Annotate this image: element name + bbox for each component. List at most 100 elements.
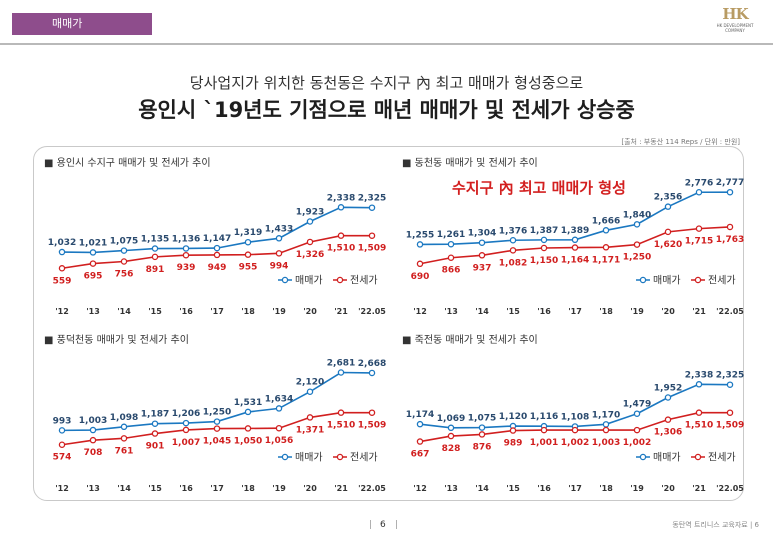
data-label: 667 (411, 450, 430, 460)
data-point (368, 204, 376, 211)
x-tick-label: '14 (475, 307, 489, 316)
x-tick-label: '20 (661, 307, 675, 316)
chart-annotation: 수지구 內 최고 매매가 형성 (452, 179, 626, 197)
data-point (695, 189, 703, 196)
data-point (664, 203, 672, 210)
data-point (571, 236, 579, 244)
data-point (58, 427, 66, 434)
legend-label: 매매가 (295, 452, 323, 464)
data-point (478, 252, 486, 259)
data-label: 866 (442, 266, 461, 276)
x-tick-label: '20 (661, 484, 675, 493)
data-label: 828 (442, 444, 461, 454)
data-point (695, 381, 703, 388)
x-tick-label: '16 (537, 484, 551, 493)
data-label: 1,045 (203, 437, 231, 447)
data-label: 1,250 (623, 253, 651, 263)
data-label: 1,620 (654, 240, 682, 250)
data-point (664, 416, 672, 423)
data-point (478, 431, 486, 438)
data-point (726, 188, 734, 196)
legend-label: 전세가 (350, 275, 378, 287)
data-label: 1,389 (561, 226, 589, 236)
data-point (182, 251, 190, 259)
data-point (695, 225, 703, 232)
data-label: 2,120 (296, 378, 324, 388)
x-tick-label: '19 (272, 307, 286, 316)
legend-marker (639, 453, 647, 461)
data-label: 1,147 (203, 234, 231, 244)
data-point (695, 409, 703, 416)
data-label: 876 (473, 442, 492, 452)
x-tick-label: '14 (117, 307, 131, 316)
data-label: 1,371 (296, 425, 324, 435)
data-label: 1,069 (437, 414, 465, 424)
x-tick-label: '22.05 (716, 484, 744, 493)
company-logo: HK HK DEVELOPMENT COMPANY (707, 5, 763, 45)
data-point (602, 227, 610, 234)
legend-marker (694, 276, 702, 284)
data-point (244, 425, 252, 432)
data-label: 891 (146, 265, 165, 275)
data-label: 937 (473, 263, 492, 273)
page-subtitle: 당사업지가 위치한 동천동은 수지구 內 최고 매매가 형성중으로 (189, 74, 584, 92)
data-point (120, 247, 128, 254)
data-label: 994 (270, 261, 289, 271)
footer-divider: | | (369, 520, 398, 530)
data-point (337, 232, 345, 239)
data-label: 1,479 (623, 400, 651, 410)
data-point (275, 405, 283, 412)
data-point (89, 260, 97, 267)
data-label: 1,840 (623, 210, 651, 220)
data-label: 1,050 (234, 436, 262, 446)
legend-marker (639, 276, 647, 284)
x-tick-label: '16 (179, 484, 193, 493)
data-label: 1,433 (265, 224, 293, 234)
section-tab[interactable]: 매매가 (12, 13, 152, 35)
data-point (726, 381, 734, 388)
legend-label: 매매가 (295, 275, 323, 287)
x-tick-label: '18 (241, 307, 255, 316)
data-point (89, 249, 97, 256)
data-point (182, 245, 190, 252)
page-title: 용인시 `19년도 기점으로 매년 매매가 및 전세가 상승중 (138, 98, 635, 122)
x-tick-label: '19 (272, 484, 286, 493)
data-label: 1,032 (48, 238, 76, 248)
data-point (509, 427, 517, 434)
data-label: 989 (504, 439, 523, 449)
data-label: 1,120 (499, 412, 527, 422)
data-point (633, 410, 641, 417)
data-label: 2,668 (358, 359, 386, 369)
data-label: 1,021 (79, 238, 107, 248)
data-point (337, 204, 345, 211)
data-point (602, 421, 610, 428)
footer-note: 동탄역 트리니스 교육자료 | 6 (672, 521, 759, 529)
data-point (306, 238, 314, 246)
x-tick-label: '13 (444, 307, 458, 316)
data-point (447, 432, 455, 440)
data-point (416, 241, 424, 248)
data-label: 2,681 (327, 359, 355, 369)
data-label: 1,002 (623, 438, 651, 448)
x-tick-label: '12 (55, 307, 69, 316)
header-divider (0, 43, 773, 45)
x-tick-label: '15 (506, 307, 520, 316)
x-tick-label: '19 (630, 307, 644, 316)
data-point (664, 228, 672, 236)
data-point (275, 250, 283, 257)
data-label: 1,531 (234, 398, 262, 408)
data-point (151, 420, 159, 427)
x-tick-label: '21 (692, 484, 706, 493)
data-label: 1,164 (561, 256, 589, 266)
data-label: 1,715 (685, 237, 713, 247)
data-point (275, 424, 283, 432)
data-point (478, 239, 486, 246)
data-point (633, 426, 641, 434)
data-point (726, 409, 734, 416)
data-label: 1,116 (530, 412, 558, 422)
data-label: 1,136 (172, 234, 200, 244)
data-label: 1,509 (358, 421, 386, 431)
data-label: 1,304 (468, 229, 496, 239)
data-label: 1,082 (499, 258, 527, 268)
